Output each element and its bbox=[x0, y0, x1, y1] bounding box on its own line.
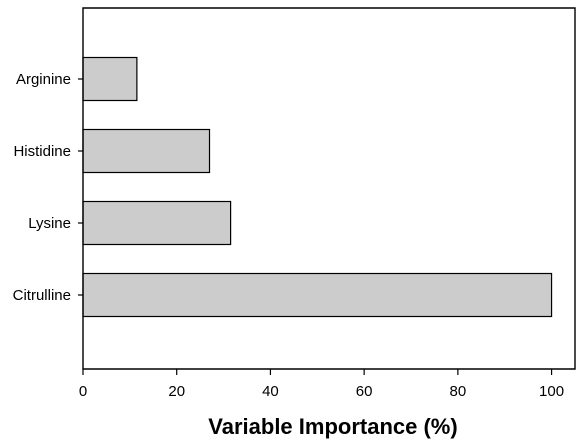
x-tick-label-100: 100 bbox=[539, 383, 564, 400]
x-tick-label-40: 40 bbox=[262, 383, 279, 400]
bar-citrulline bbox=[82, 272, 553, 318]
x-tick-label-80: 80 bbox=[450, 383, 467, 400]
y-tick-label-lysine: Lysine bbox=[28, 215, 71, 232]
plot-frame bbox=[82, 7, 576, 370]
bars-group bbox=[82, 56, 553, 318]
bar-arginine bbox=[82, 56, 138, 102]
x-tick-label-60: 60 bbox=[356, 383, 373, 400]
x-axis-ticks: 0 20 40 60 80 100 bbox=[79, 369, 564, 400]
y-tick-label-histidine: Histidine bbox=[13, 143, 71, 160]
y-axis-ticks: Arginine Histidine Lysine Citrulline bbox=[13, 71, 83, 304]
x-tick-label-0: 0 bbox=[79, 383, 87, 400]
x-tick-label-20: 20 bbox=[168, 383, 185, 400]
bar-histidine bbox=[82, 128, 211, 174]
x-axis-label: Variable Importance (%) bbox=[208, 414, 457, 439]
bar-lysine bbox=[82, 200, 232, 246]
y-tick-label-citrulline: Citrulline bbox=[13, 287, 71, 304]
y-tick-label-arginine: Arginine bbox=[16, 71, 71, 88]
